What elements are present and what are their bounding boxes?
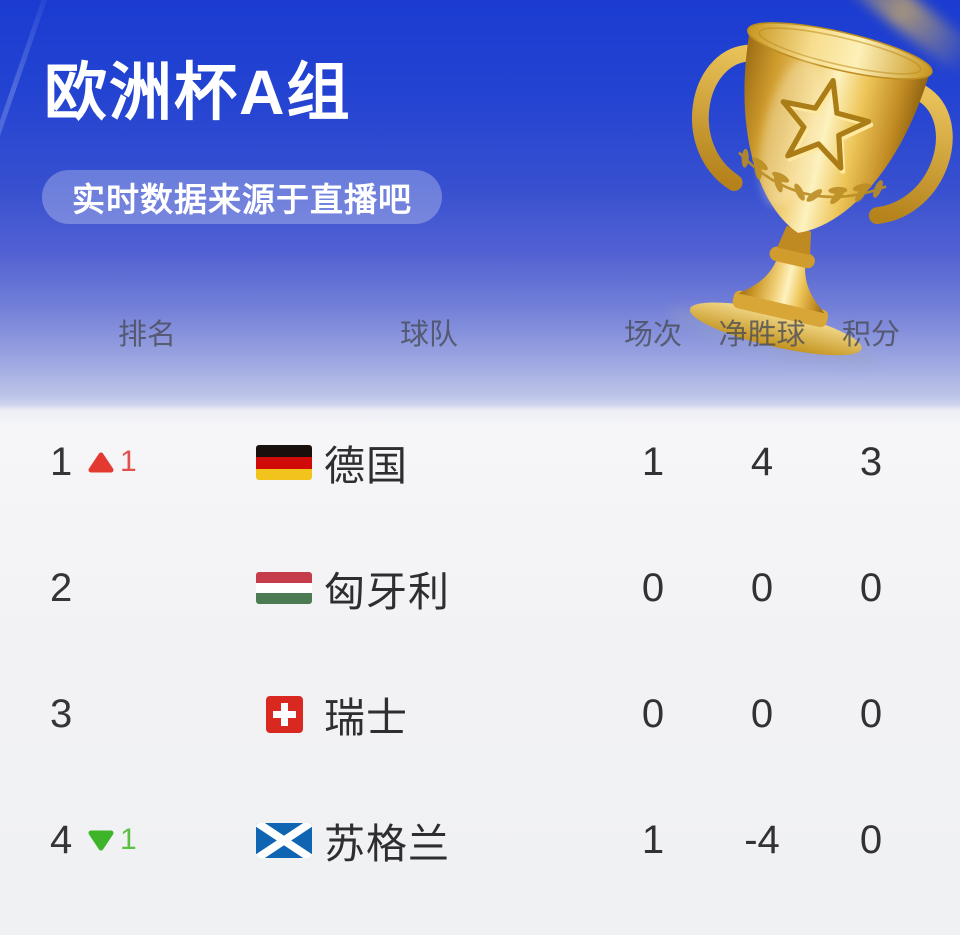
up-triangle-icon	[88, 452, 114, 472]
goal-diff-value: 4	[750, 439, 774, 484]
rank-number: 4	[50, 817, 73, 862]
points-value: 0	[859, 565, 883, 610]
played-value: 1	[641, 439, 665, 484]
rank-change-up: 1	[88, 445, 137, 479]
page-title: 欧洲杯A组	[44, 58, 352, 128]
rank-number: 1	[50, 439, 73, 484]
table-header-row: 排名 球队 场次 净胜球 积分	[0, 311, 960, 351]
team-cell: 苏格兰	[230, 810, 608, 870]
goal-diff-value: -4	[744, 817, 780, 862]
column-header-rank: 排名	[118, 319, 177, 351]
table-row-switzerland: 3 瑞士 0 0 0	[0, 651, 960, 777]
rank-change-value: 1	[120, 823, 137, 856]
played-value: 1	[641, 817, 665, 862]
goal-diff-value: 0	[750, 691, 774, 736]
rank-cell: 4 1	[0, 818, 230, 863]
table-row-germany: 1 1 德国 1 4 3	[0, 399, 960, 525]
points-value: 3	[859, 439, 883, 484]
goal-diff-value: 0	[750, 565, 774, 610]
down-triangle-icon	[88, 830, 114, 850]
points-value: 0	[859, 691, 883, 736]
rank-number: 2	[50, 565, 73, 610]
team-cell: 匈牙利	[230, 558, 608, 618]
column-header-team: 球队	[400, 319, 459, 351]
rank-change-down: 1	[88, 823, 137, 857]
flag-scotland-icon	[256, 822, 312, 858]
column-header-played: 场次	[623, 319, 682, 351]
standings-table: 1 1 德国 1 4 3	[0, 399, 960, 903]
team-name: 德国	[324, 443, 408, 489]
rank-cell: 2	[0, 566, 230, 611]
played-value: 0	[641, 565, 665, 610]
rank-cell: 1 1	[0, 440, 230, 485]
flag-germany-icon	[256, 444, 312, 480]
team-name: 瑞士	[324, 695, 408, 741]
data-source-badge-label: 实时数据来源于直播吧	[72, 181, 412, 218]
rank-number: 3	[50, 691, 73, 736]
flag-hungary-icon	[256, 570, 312, 606]
data-source-badge: 实时数据来源于直播吧	[42, 170, 442, 224]
table-row-scotland: 4 1 苏格兰	[0, 777, 960, 903]
flag-switzerland-icon	[256, 695, 312, 733]
team-cell: 德国	[230, 432, 608, 492]
team-name: 苏格兰	[324, 821, 450, 867]
points-value: 0	[859, 817, 883, 862]
team-name: 匈牙利	[324, 569, 450, 615]
rank-cell: 3	[0, 692, 230, 737]
trophy-icon	[667, 4, 953, 366]
column-header-points: 积分	[841, 319, 900, 351]
played-value: 0	[641, 691, 665, 736]
rank-change-value: 1	[120, 445, 137, 478]
team-cell: 瑞士	[230, 684, 608, 744]
table-row-hungary: 2 匈牙利 0 0 0	[0, 525, 960, 651]
column-header-goal-diff: 净胜球	[718, 319, 806, 351]
